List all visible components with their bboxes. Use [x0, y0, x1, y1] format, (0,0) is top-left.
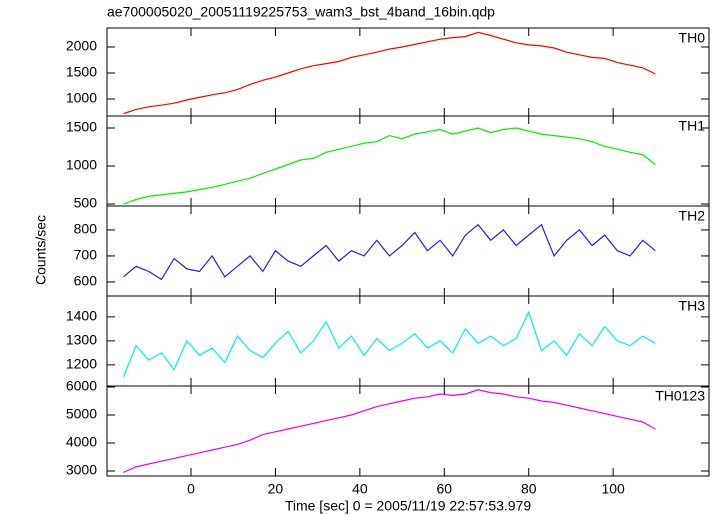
y-tick-label: 4000	[66, 434, 97, 450]
y-tick-label: 1000	[66, 90, 97, 106]
y-tick-label: 600	[74, 273, 98, 289]
chart-title: ae700005020_20051119225753_wam3_bst_4ban…	[107, 4, 495, 20]
y-tick-label: 1500	[66, 119, 97, 135]
panel-frame	[106, 385, 710, 477]
panel-label: TH2	[679, 208, 706, 224]
x-axis-label: Time [sec] 0 = 2005/11/19 22:57:53.979	[285, 498, 532, 514]
data-line	[123, 223, 656, 281]
y-tick-label: 800	[74, 221, 98, 237]
y-tick-label: 1400	[66, 308, 97, 324]
y-tick-label: 1000	[66, 157, 97, 173]
x-tick-label: 100	[601, 481, 625, 497]
x-tick-label: 0	[187, 481, 195, 497]
x-tick-label: 60	[437, 481, 453, 497]
data-line	[123, 389, 656, 473]
y-axis-label: Counts/sec	[33, 215, 49, 285]
y-tick-label: 2000	[66, 38, 97, 54]
y-tick-label: 5000	[66, 406, 97, 422]
x-tick-label: 80	[521, 481, 537, 497]
panel-label: TH0	[679, 30, 706, 46]
x-tick-label: 40	[352, 481, 368, 497]
panel-label: TH1	[679, 118, 706, 134]
panel-label: TH0123	[655, 388, 705, 404]
y-tick-label: 500	[74, 195, 98, 211]
y-tick-label: 1200	[66, 356, 97, 372]
data-line	[123, 127, 656, 205]
data-line	[122, 310, 656, 378]
y-tick-label: 1500	[66, 64, 97, 80]
y-tick-label: 1300	[66, 332, 97, 348]
y-tick-label: 6000	[66, 378, 97, 394]
data-line	[123, 31, 656, 115]
y-tick-label: 3000	[66, 462, 97, 478]
y-tick-label: 700	[74, 247, 98, 263]
x-tick-label: 20	[268, 481, 284, 497]
panel-label: TH3	[679, 298, 706, 314]
